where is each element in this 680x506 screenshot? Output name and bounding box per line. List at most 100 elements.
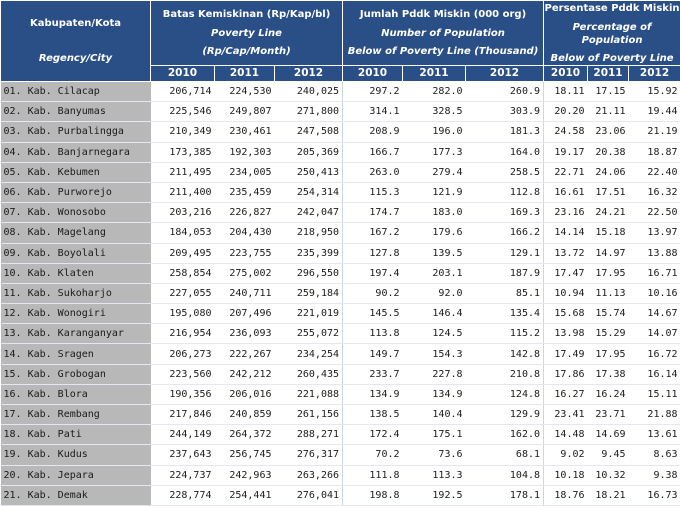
poverty-line-cell: 218,950 [275, 223, 343, 243]
poor-population-cell: 145.5 [343, 304, 403, 324]
poor-percentage-cell: 14.67 [629, 304, 680, 324]
region-cell: 13. Kab. Karanganyar [1, 324, 151, 344]
poverty-line-cell: 296,550 [275, 263, 343, 283]
poor-percentage-cell: 17.86 [544, 364, 588, 384]
poor-population-header: Jumlah Pddk Miskin (000 org) Number of P… [343, 1, 544, 66]
poor-percentage-cell: 14.14 [544, 223, 588, 243]
poor-population-header-en: Number of Population [343, 27, 543, 40]
region-cell: 11. Kab. Sukoharjo [1, 283, 151, 303]
poverty-line-cell: 236,093 [215, 324, 275, 344]
poverty-line-cell: 221,088 [275, 384, 343, 404]
poverty-line-cell: 190,356 [151, 384, 215, 404]
poverty-line-cell: 234,005 [215, 162, 275, 182]
poor-percentage-header-en: Percentage of Population [544, 21, 680, 47]
poor-population-cell: 113.8 [343, 324, 403, 344]
poverty-line-cell: 216,954 [151, 324, 215, 344]
poverty-line-cell: 206,714 [151, 82, 215, 102]
poverty-line-cell: 203,216 [151, 203, 215, 223]
poverty-line-cell: 204,430 [215, 223, 275, 243]
poverty-line-header-en: Poverty Line [151, 27, 342, 40]
poverty-line-cell: 276,317 [275, 445, 343, 465]
poverty-line-cell: 223,755 [215, 243, 275, 263]
poor-percentage-cell: 18.11 [544, 82, 588, 102]
poor-percentage-cell: 23.16 [544, 203, 588, 223]
poor-percentage-cell: 11.13 [588, 283, 629, 303]
poverty-line-cell: 195,080 [151, 304, 215, 324]
poor-population-cell: 328.5 [403, 102, 466, 122]
poverty-line-cell: 237,643 [151, 445, 215, 465]
region-cell: 07. Kab. Wonosobo [1, 203, 151, 223]
poverty-line-cell: 205,369 [275, 142, 343, 162]
poor-percentage-cell: 23.41 [544, 405, 588, 425]
poor-percentage-cell: 17.49 [544, 344, 588, 364]
poor-population-cell: 263.0 [343, 162, 403, 182]
poor-population-cell: 175.1 [403, 425, 466, 445]
year-header: 2010 [343, 66, 403, 82]
poor-percentage-cell: 18.87 [629, 142, 680, 162]
poverty-line-cell: 264,372 [215, 425, 275, 445]
poor-percentage-cell: 19.17 [544, 142, 588, 162]
poor-percentage-cell: 8.63 [629, 445, 680, 465]
poverty-line-cell: 240,711 [215, 283, 275, 303]
poverty-line-cell: 173,385 [151, 142, 215, 162]
region-cell: 17. Kab. Rembang [1, 405, 151, 425]
poor-percentage-cell: 13.98 [544, 324, 588, 344]
poor-percentage-cell: 16.71 [629, 263, 680, 283]
poor-percentage-header-unit: Below of Poverty Line [544, 52, 680, 65]
poverty-line-cell: 209,495 [151, 243, 215, 263]
year-header: 2010 [151, 66, 215, 82]
poverty-line-cell: 211,495 [151, 162, 215, 182]
poor-population-cell: 129.9 [466, 405, 544, 425]
poverty-line-cell: 254,441 [215, 485, 275, 505]
poor-population-cell: 258.5 [466, 162, 544, 182]
poor-population-cell: 279.4 [403, 162, 466, 182]
poor-percentage-cell: 14.07 [629, 324, 680, 344]
year-header: 2011 [588, 66, 629, 82]
poor-population-cell: 124.5 [403, 324, 466, 344]
poor-population-cell: 303.9 [466, 102, 544, 122]
poverty-line-cell: 184,053 [151, 223, 215, 243]
poor-population-cell: 210.8 [466, 364, 544, 384]
poverty-line-cell: 254,314 [275, 182, 343, 202]
poor-population-cell: 138.5 [343, 405, 403, 425]
poor-percentage-cell: 22.50 [629, 203, 680, 223]
region-cell: 21. Kab. Demak [1, 485, 151, 505]
poor-population-cell: 179.6 [403, 223, 466, 243]
poverty-line-header: Batas Kemiskinan (Rp/Kap/bl) Poverty Lin… [151, 1, 343, 66]
poverty-line-cell: 247,508 [275, 122, 343, 142]
year-header: 2012 [466, 66, 544, 82]
poor-percentage-cell: 16.27 [544, 384, 588, 404]
poor-population-cell: 68.1 [466, 445, 544, 465]
poverty-line-cell: 242,212 [215, 364, 275, 384]
poor-population-header-id: Jumlah Pddk Miskin (000 org) [343, 8, 543, 21]
poor-percentage-cell: 21.11 [588, 102, 629, 122]
poverty-line-cell: 242,963 [215, 465, 275, 485]
poor-percentage-cell: 21.19 [629, 122, 680, 142]
poor-population-cell: 181.3 [466, 122, 544, 142]
poor-population-cell: 121.9 [403, 182, 466, 202]
poverty-line-cell: 288,271 [275, 425, 343, 445]
poor-population-cell: 127.8 [343, 243, 403, 263]
region-cell: 01. Kab. Cilacap [1, 82, 151, 102]
poverty-line-cell: 222,267 [215, 344, 275, 364]
poor-percentage-cell: 17.95 [588, 263, 629, 283]
poor-percentage-cell: 18.76 [544, 485, 588, 505]
poverty-line-cell: 228,774 [151, 485, 215, 505]
poor-percentage-cell: 19.44 [629, 102, 680, 122]
poor-population-cell: 314.1 [343, 102, 403, 122]
poor-population-cell: 142.8 [466, 344, 544, 364]
poor-percentage-cell: 16.24 [588, 384, 629, 404]
poor-population-cell: 174.7 [343, 203, 403, 223]
